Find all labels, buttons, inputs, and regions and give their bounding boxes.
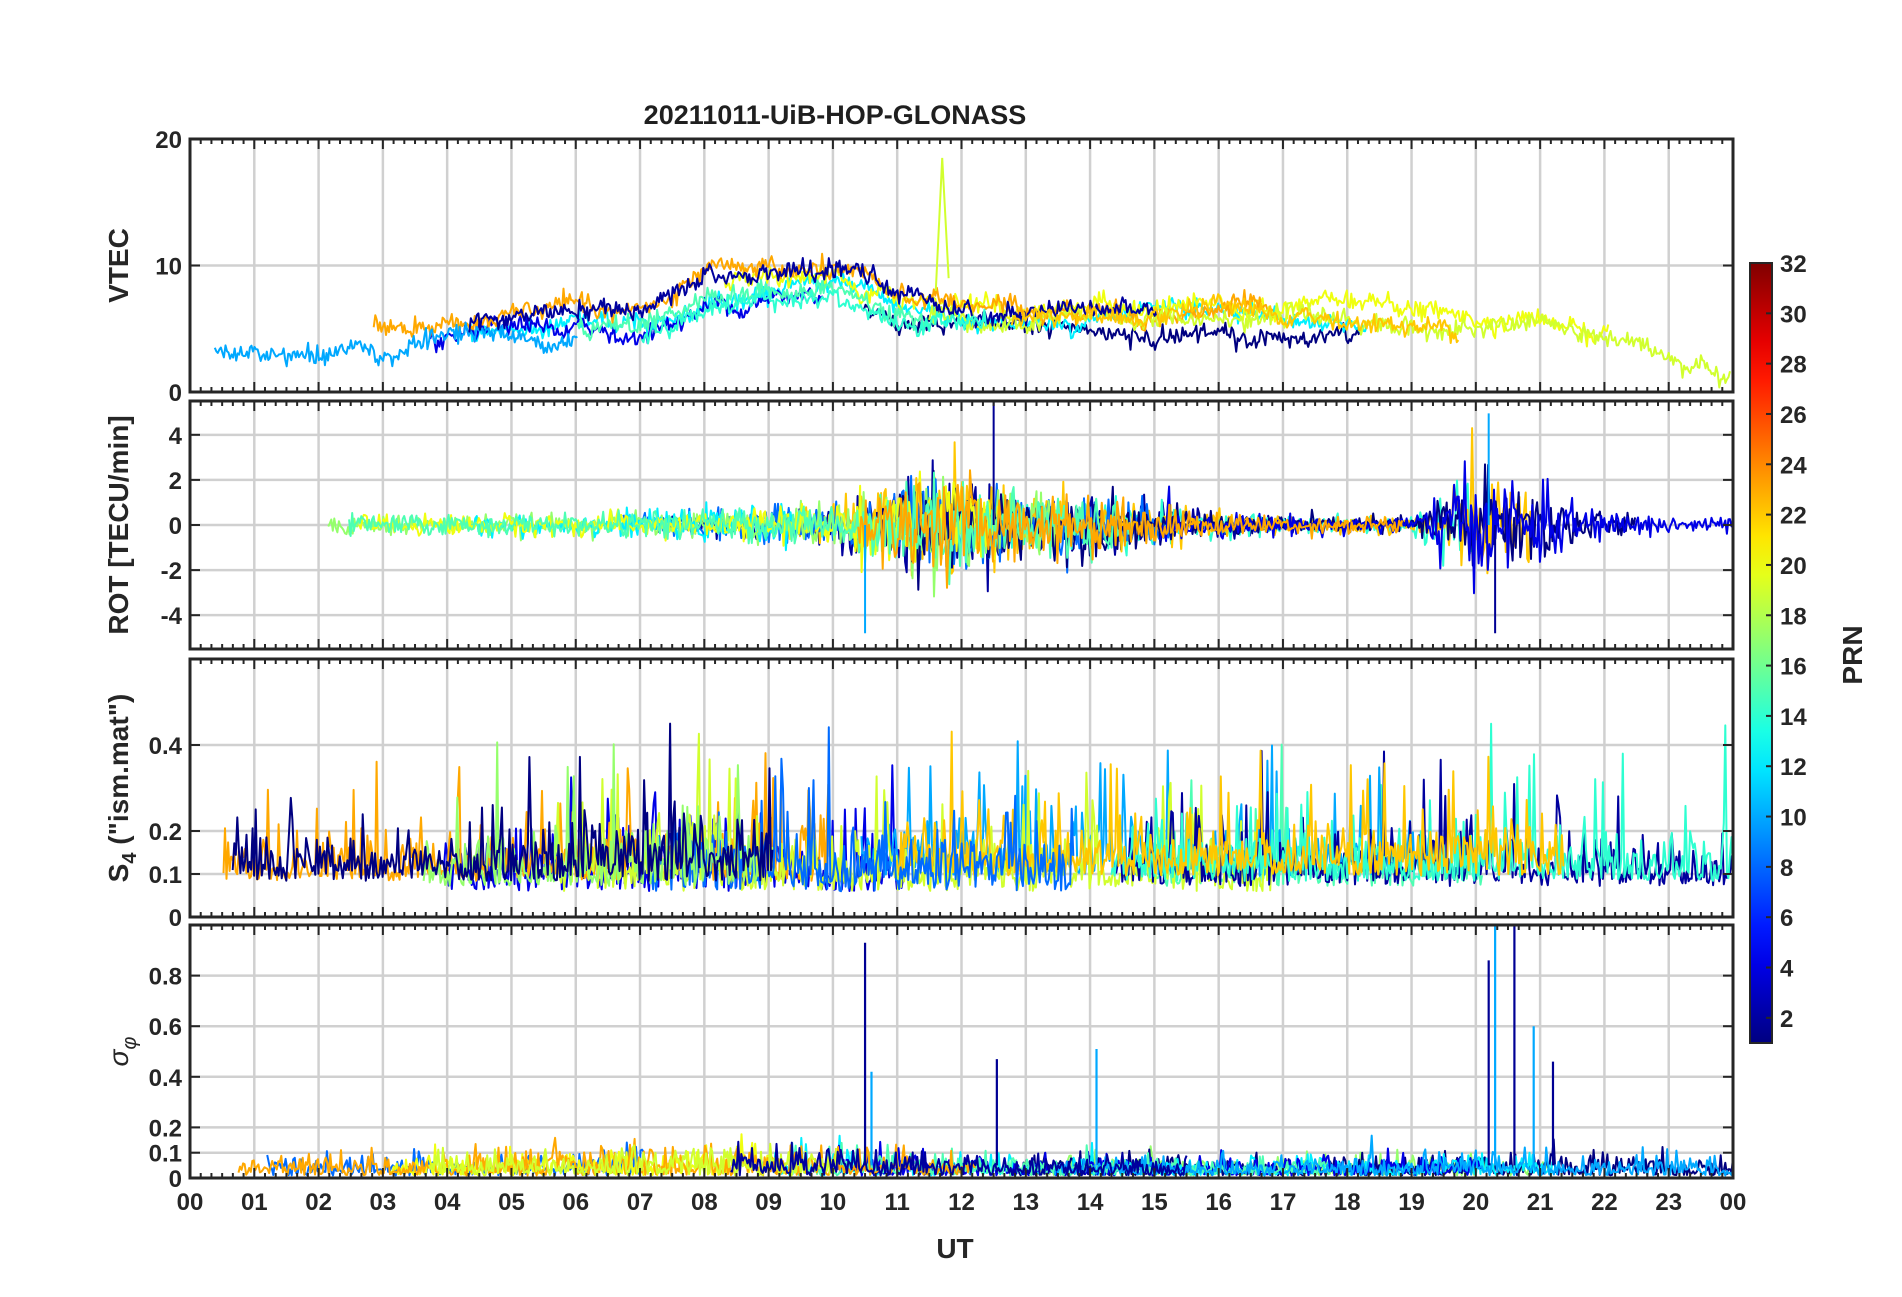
- x-tick-label: 10: [820, 1189, 847, 1216]
- x-tick-label: 09: [755, 1189, 782, 1216]
- x-tick-label: 01: [241, 1189, 268, 1216]
- x-tick-label: 13: [1012, 1189, 1039, 1216]
- x-tick-label: 18: [1334, 1189, 1361, 1216]
- grid-s4: [188, 659, 1735, 919]
- x-tick-label: 02: [305, 1189, 332, 1216]
- colorbar-tick-label: 16: [1780, 654, 1807, 681]
- y-tick-label: 0.4: [149, 733, 183, 760]
- panel-s4: 0 0.1 0.2 0.4 S4 ("ism.mat"): [103, 657, 1735, 932]
- x-tick-label: 04: [434, 1189, 461, 1216]
- y-axis-label-main: S: [103, 864, 134, 883]
- y-tick-label: 10: [155, 254, 182, 281]
- x-tick-label: 14: [1077, 1189, 1104, 1216]
- x-tick-label: 20: [1462, 1189, 1489, 1216]
- y-tick-label: 0: [169, 380, 182, 407]
- traces-s4: [222, 722, 1733, 893]
- x-tick-label: 19: [1398, 1189, 1425, 1216]
- colorbar-tick-label: 30: [1780, 301, 1807, 328]
- grid-sigma_phi: [188, 925, 1735, 1180]
- x-tick-label: 00: [177, 1189, 204, 1216]
- y-tick-label: 0.8: [149, 964, 182, 991]
- y-tick-label: 0: [169, 1166, 182, 1193]
- x-tick-label: 21: [1527, 1189, 1554, 1216]
- y-tick-label: 0.2: [149, 1115, 182, 1142]
- y-tick-label: 0.1: [149, 862, 182, 889]
- y-tick-label: 0.6: [149, 1014, 182, 1041]
- panel-vtec: 0 10 20 VTEC: [103, 127, 1735, 407]
- x-tick-label: 12: [948, 1189, 975, 1216]
- colorbar-tick-label: 8: [1780, 855, 1793, 882]
- colorbar-tick-label: 18: [1780, 603, 1807, 630]
- colorbar-tick-label: 24: [1780, 452, 1807, 479]
- prn-trace: [213, 321, 578, 368]
- y-tick-label: 0.1: [149, 1141, 182, 1168]
- y-axis-label-sub: φ: [119, 1037, 141, 1050]
- chart-title: 20211011-UiB-HOP-GLONASS: [644, 100, 1027, 130]
- colorbar-tick-label: 14: [1780, 704, 1807, 731]
- panel-sigma_phi: 00.10.2 0.4 0.6 0.8 σφ 00 01 02 03 04 05 06 07 08 09 10…: [103, 923, 1747, 1216]
- y-axis-label-rest: ("ism.mat"): [103, 694, 134, 853]
- x-tick-label: 15: [1141, 1189, 1168, 1216]
- ticks-rot: [189, 401, 1734, 649]
- y-axis-label-sigma_phi: σφ: [103, 1037, 141, 1067]
- colorbar-tick-label: 6: [1780, 905, 1793, 932]
- vtec-peak: [934, 157, 950, 291]
- x-tick-label: 16: [1205, 1189, 1232, 1216]
- x-tick-label: 06: [562, 1189, 589, 1216]
- x-tick-label: 00: [1720, 1189, 1747, 1216]
- x-axis-label: UT: [936, 1233, 973, 1264]
- prn-trace: [641, 288, 987, 345]
- colorbar-tick-label: 20: [1780, 553, 1807, 580]
- y-tick-label: 0.2: [149, 819, 182, 846]
- x-tick-label: 22: [1591, 1189, 1618, 1216]
- y-tick-label: 2: [169, 468, 182, 495]
- colorbar-tick-label: 26: [1780, 402, 1807, 429]
- y-axis-label-rot: ROT [TECU/min]: [103, 415, 134, 634]
- prn-trace: [1010, 293, 1460, 344]
- x-tick-label: 07: [627, 1189, 654, 1216]
- colorbar-tick-label: 10: [1780, 805, 1807, 832]
- y-axis-label-main: σ: [103, 1048, 134, 1066]
- prn-trace: [468, 257, 1159, 333]
- colorbar-tick-label: 12: [1780, 754, 1807, 781]
- y-tick-label: 4: [169, 423, 183, 450]
- grid-vtec: [188, 137, 1735, 394]
- prn-trace: [730, 1140, 1188, 1177]
- y-tick-label: 0: [169, 905, 182, 932]
- colorbar-tick-label: 22: [1780, 503, 1807, 530]
- ticks-vtec: [189, 138, 1734, 393]
- colorbar-tick-label: 4: [1780, 956, 1794, 983]
- x-tick-label: 05: [498, 1189, 525, 1216]
- y-axis-label-sub: 4: [119, 852, 141, 864]
- y-axis-label-vtec: VTEC: [103, 228, 134, 303]
- colorbar-tick-label: 2: [1780, 1006, 1793, 1033]
- prn-trace: [857, 469, 1404, 589]
- y-axis-label-s4: S4 ("ism.mat"): [103, 694, 141, 883]
- y-tick-label: 0: [169, 513, 182, 540]
- colorbar-label: PRN: [1837, 625, 1868, 684]
- ticks-sigma_phi: [189, 925, 1734, 1179]
- ticks-s4: [189, 659, 1734, 918]
- colorbar-tick-label: 32: [1780, 251, 1807, 278]
- panel-rot: -4 -2 0 2 4 ROT [TECU/min]: [103, 399, 1735, 651]
- x-tick-label: 03: [370, 1189, 397, 1216]
- x-tick-label: 11: [885, 1189, 910, 1216]
- x-tick-label: 23: [1655, 1189, 1682, 1216]
- y-tick-label: 20: [155, 127, 182, 154]
- prn-trace: [231, 722, 774, 882]
- colorbar-tick-label: 28: [1780, 352, 1807, 379]
- y-tick-label: -2: [161, 558, 182, 585]
- x-tick-label: 17: [1270, 1189, 1297, 1216]
- prn-trace: [895, 730, 1565, 877]
- x-tick-label: 08: [691, 1189, 718, 1216]
- y-tick-label: -4: [161, 603, 183, 630]
- y-tick-label: 0.4: [149, 1065, 183, 1092]
- traces-sigma_phi: [237, 925, 1733, 1177]
- traces-rot: [327, 401, 1733, 634]
- traces-vtec: [213, 157, 1731, 389]
- colorbar-gradient: [1749, 262, 1773, 1044]
